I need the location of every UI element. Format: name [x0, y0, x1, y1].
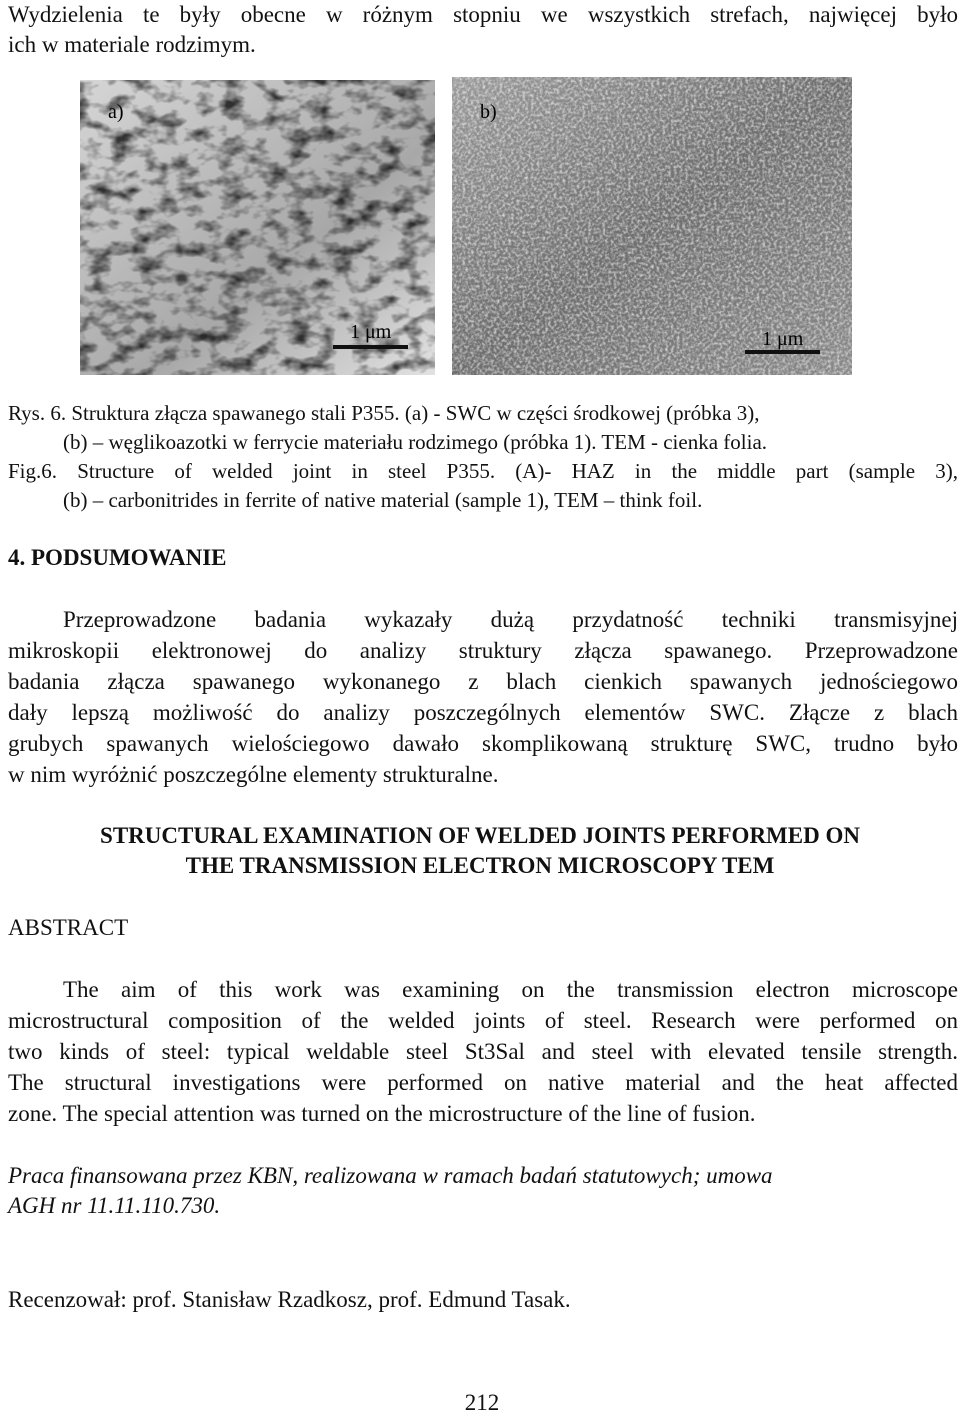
scale-label: 1 μm — [350, 321, 392, 343]
review-note: Recenzował: prof. Stanisław Rzadkosz, pr… — [8, 1287, 571, 1312]
page-number: 212 — [464, 1390, 500, 1415]
micrograph-b: b) 1 μm — [452, 77, 852, 375]
abstract-heading: ABSTRACT — [8, 915, 129, 940]
paragraph-line: badania złącza spawanego wykonanego z bl… — [8, 669, 958, 694]
funding-line: Praca finansowana przez KBN, realizowana… — [8, 1163, 773, 1188]
abstract-line: microstructural composition of the welde… — [8, 1008, 958, 1033]
paragraph-line: grubych spawanych wielościegowo dawało s… — [8, 731, 958, 756]
title-line: THE TRANSMISSION ELECTRON MICROSCOPY TEM — [185, 853, 775, 878]
paragraph-line: mikroskopii elektronowej do analizy stru… — [8, 638, 958, 663]
caption-line: (b) – carbonitrides in ferrite of native… — [63, 488, 703, 512]
intro-line: ich w materiale rodzimym. — [8, 32, 256, 57]
section-heading: 4. PODSUMOWANIE — [8, 545, 227, 570]
intro-line: Wydzielenia te były obecne w różnym stop… — [8, 2, 958, 27]
title-line: STRUCTURAL EXAMINATION OF WELDED JOINTS … — [100, 823, 860, 848]
abstract-line: The aim of this work was examining on th… — [63, 977, 958, 1002]
funding-line: AGH nr 11.11.110.730. — [8, 1193, 221, 1218]
caption-line: Fig.6. Structure of welded joint in stee… — [8, 459, 958, 483]
figure: a) 1 μm b) 1 μm — [80, 77, 852, 375]
abstract-line: two kinds of steel: typical weldable ste… — [8, 1039, 958, 1064]
paragraph-line: dały lepszą możliwość do analizy poszcze… — [8, 700, 958, 725]
caption-line: Rys. 6. Struktura złącza spawanego stali… — [8, 401, 760, 425]
abstract-line: The structural investigations were perfo… — [8, 1070, 958, 1095]
scale-label: 1 μm — [762, 328, 804, 350]
panel-label: a) — [108, 101, 124, 123]
caption-line: (b) – węglikoazotki w ferrycie materiału… — [63, 430, 768, 454]
paragraph-line: Przeprowadzone badania wykazały dużą prz… — [63, 607, 958, 632]
panel-label: b) — [480, 101, 497, 123]
abstract-line: zone. The special attention was turned o… — [8, 1101, 756, 1126]
micrograph-a: a) 1 μm — [80, 80, 435, 375]
paragraph-line: w nim wyróżnić poszczególne elementy str… — [8, 762, 499, 787]
